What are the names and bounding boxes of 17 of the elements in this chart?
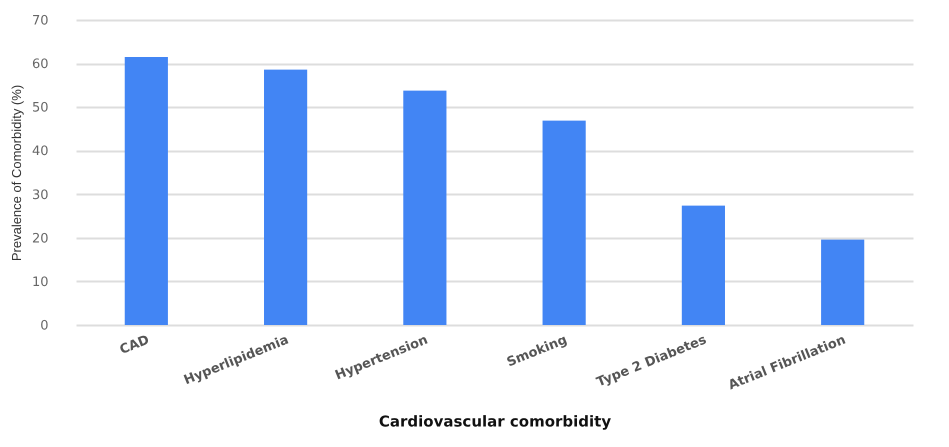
y-tick-label: 30 [32,188,48,203]
bar [682,206,725,325]
bar [821,240,864,325]
bar [542,120,586,325]
y-tick-label: 50 [32,100,48,116]
y-axis-title: Prevalence of Comorbidity (%) [8,84,24,262]
y-tick-label: 0 [40,318,48,334]
bar [403,90,446,325]
y-tick-label: 60 [32,57,48,72]
y-tick-label: 70 [32,14,48,28]
y-tick-label: 20 [32,231,48,246]
x-axis-title: Cardiovascular comorbidity [378,412,612,430]
bar [264,70,308,325]
x-tick-label: CAD [118,332,152,358]
y-tick-label: 40 [32,144,48,160]
y-tick-label: 10 [32,274,48,290]
bar [124,57,168,325]
